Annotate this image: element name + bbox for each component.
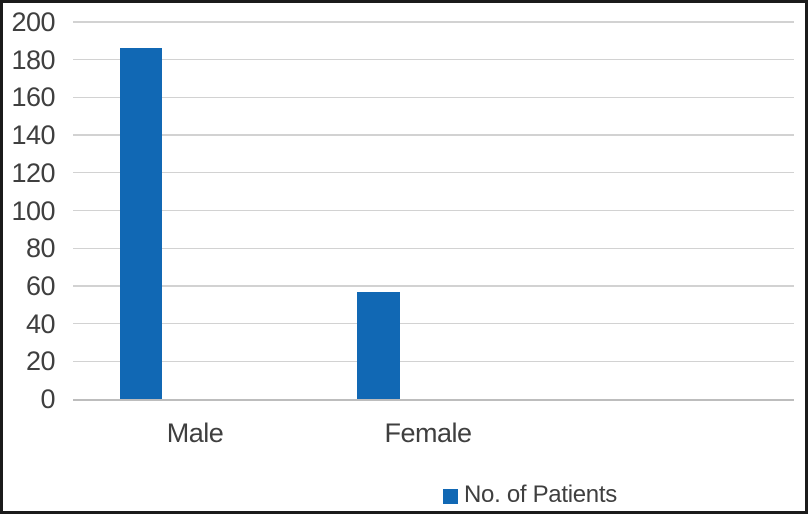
y-axis-tick-label: 40 — [25, 308, 56, 339]
y-axis-tick-label: 80 — [25, 233, 56, 264]
plot-area: 0 20 40 60 80 100 120 140 160 180 200 Male Female — [3, 3, 805, 511]
legend-swatch-icon — [443, 488, 458, 504]
y-axis-tick-label: 0 — [40, 384, 55, 414]
y-gridline — [73, 134, 794, 136]
y-gridline — [73, 247, 794, 249]
legend-label: No. of Patients — [464, 481, 617, 508]
bar-male — [119, 48, 162, 399]
legend: No. of Patients — [443, 481, 617, 509]
y-axis-tick-label: 200 — [11, 7, 55, 37]
y-axis-tick-label: 20 — [25, 346, 56, 377]
y-gridline — [73, 209, 794, 212]
y-gridline — [73, 322, 794, 325]
y-axis-tick-label: 100 — [11, 195, 55, 226]
y-gridline — [73, 360, 794, 362]
y-gridline — [73, 59, 794, 61]
y-axis-tick-label: 60 — [25, 270, 56, 301]
y-gridline — [73, 96, 794, 99]
y-axis-tick-label: 140 — [11, 120, 55, 151]
bar-female — [357, 291, 400, 399]
y-gridline — [73, 21, 794, 23]
y-axis-tick-label: 180 — [11, 44, 55, 75]
x-axis-category-label: Female — [384, 418, 472, 448]
x-axis-line — [73, 398, 794, 401]
y-gridline — [73, 285, 794, 287]
y-axis-tick-label: 120 — [11, 157, 55, 188]
y-axis-tick-label: 160 — [11, 82, 55, 113]
y-gridline — [73, 172, 794, 174]
x-axis-category-label: Male — [166, 418, 224, 448]
